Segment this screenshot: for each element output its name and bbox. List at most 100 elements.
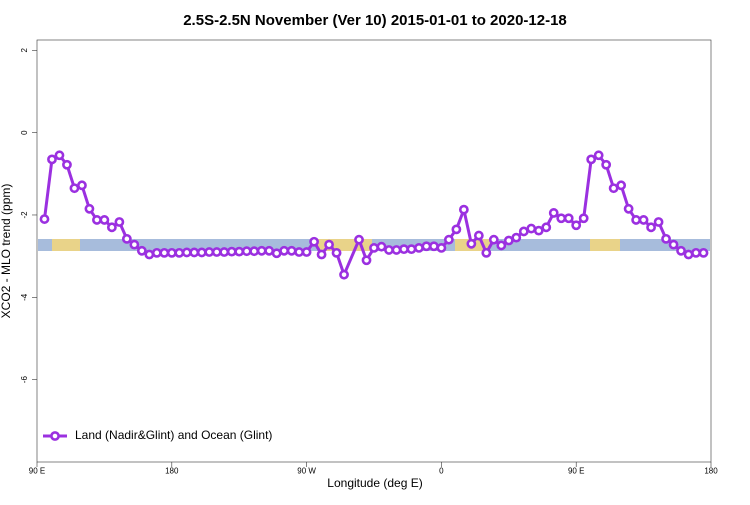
data-point [631,215,642,225]
data-point [151,247,162,258]
data-point [526,223,537,234]
data-point [429,241,439,252]
data-point [458,204,469,215]
data-point [623,203,634,214]
data-point [264,245,275,256]
data-point [616,180,627,191]
data-point [166,247,177,258]
data-point [106,222,117,233]
data-point [646,222,656,233]
data-point [174,247,185,258]
data-point [541,222,552,233]
x-tick-label: 90 W [297,467,316,476]
data-point [39,214,50,224]
data-point [376,241,387,252]
data-point [488,234,499,245]
data-point [241,246,252,257]
data-point [511,232,522,243]
data-point [331,247,342,258]
data-point [159,247,170,258]
data-point [211,247,222,257]
data-point [354,234,364,245]
y-tick-label: -4 [20,293,29,301]
data-point [691,247,701,258]
data-point [204,247,215,257]
data-point [77,180,87,191]
data-point [144,249,155,260]
data-point [481,247,492,258]
data-point [309,236,319,247]
data-point [443,234,454,245]
data-point [638,215,649,225]
data-point [556,213,567,224]
data-point [286,245,297,256]
legend-marker [50,431,60,441]
data-point [47,154,57,165]
y-tick-label: -6 [20,376,29,384]
data-point [294,247,305,257]
data-point [121,233,132,244]
data-point [391,245,402,255]
data-point [586,154,597,165]
data-point [578,213,589,224]
data-point [414,243,424,253]
data-point [473,230,484,241]
data-point [54,150,65,161]
data-point [563,213,574,224]
data-point [661,233,671,244]
data-point [339,269,349,280]
data-point [316,249,327,260]
plot-frame [36,39,712,463]
y-axis-label: XCO2 - MLO trend (ppm) [0,184,13,319]
data-point [683,249,694,260]
y-tick-label: 0 [20,130,29,135]
x-tick-label: 90 E [568,467,584,476]
data-point [601,159,612,170]
y-tick-label: 2 [20,48,29,53]
data-point [571,220,582,231]
data-point [99,215,110,225]
data-point [84,203,95,214]
data-point [114,217,125,227]
data-point [593,150,604,161]
data-point [271,248,282,259]
data-point [189,247,200,258]
data-point [608,183,619,194]
data-point [196,247,207,258]
data-point [451,224,462,235]
data-point [92,215,102,225]
data-point [279,245,290,256]
y-tick-label: -2 [20,211,29,219]
data-point [399,244,409,255]
data-point [129,239,140,250]
data-point [249,246,260,257]
data-point [518,226,529,237]
legend-label: Land (Nadir&Glint) and Ocean (Glint) [75,428,272,442]
x-axis-label: Longitude (deg E) [327,476,422,490]
data-point [676,245,686,256]
data-point [698,247,709,258]
data-point [219,247,230,257]
data-point [369,243,379,253]
data-point [69,183,80,194]
x-tick-label: 180 [704,467,718,476]
data-point [548,208,559,218]
land-patch [52,239,80,251]
data-point [503,235,514,246]
data-point [62,159,72,170]
data-point [301,247,312,257]
data-point [136,245,147,256]
data-point [533,225,544,236]
data-point [668,239,679,250]
data-point [256,245,267,256]
data-point [226,246,237,257]
x-tick-label: 180 [165,467,179,476]
data-point [361,255,372,266]
data-point [324,239,334,250]
chart-title: 2.5S-2.5N November (Ver 10) 2015-01-01 t… [183,12,567,29]
data-point [466,238,477,249]
data-point [406,244,417,255]
data-point [181,247,192,258]
